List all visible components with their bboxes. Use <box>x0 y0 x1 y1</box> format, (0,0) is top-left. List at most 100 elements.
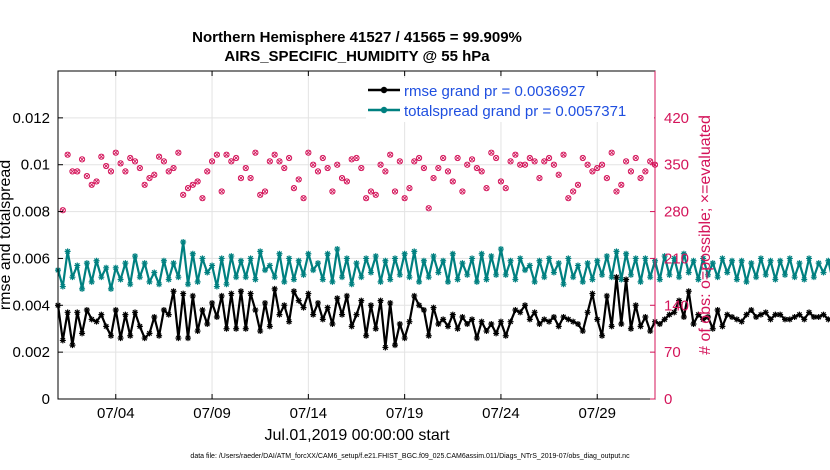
rmse-marker <box>565 316 572 323</box>
obs-possible-marker <box>589 168 596 175</box>
rmse-point <box>632 302 639 309</box>
totalspread-marker <box>329 278 336 285</box>
obs-possible-marker <box>276 158 283 165</box>
totalspread-point <box>623 250 630 257</box>
obs-point <box>285 154 293 162</box>
obs-evaluated-marker <box>185 185 191 191</box>
rmse-point <box>136 323 143 330</box>
rmse-marker <box>560 314 567 320</box>
obs-point <box>483 185 490 192</box>
totalspread-point <box>276 250 283 257</box>
rmse-marker <box>536 321 543 328</box>
totalspread-point <box>820 269 827 276</box>
rmse-marker <box>339 311 346 318</box>
rmse-point <box>286 318 293 325</box>
rmse-point <box>777 311 784 318</box>
obs-point <box>363 195 370 202</box>
totalspread-point <box>757 255 764 262</box>
totalspread-marker <box>213 283 220 290</box>
obs-point <box>233 154 240 162</box>
totalspread-point <box>319 276 326 283</box>
x-tick-label: 07/14 <box>290 405 328 422</box>
totalspread-marker <box>103 264 110 271</box>
totalspread-point <box>64 248 71 255</box>
totalspread-marker <box>719 255 726 262</box>
totalspread-point <box>704 271 711 278</box>
totalspread-point <box>88 278 95 285</box>
obs-possible-marker <box>541 158 548 165</box>
totalspread-point <box>358 274 365 281</box>
rmse-point <box>233 325 240 332</box>
rmse-point <box>252 306 259 313</box>
rmse-marker <box>175 335 182 342</box>
obs-evaluated-marker <box>243 165 249 171</box>
rmse-marker <box>493 330 500 337</box>
obs-evaluated-marker <box>209 158 215 164</box>
obs-point <box>184 185 192 192</box>
totalspread-point <box>546 255 553 262</box>
obs-point <box>627 168 635 175</box>
totalspread-point <box>392 255 399 262</box>
rmse-marker <box>151 314 158 320</box>
totalspread-marker <box>367 269 374 276</box>
rmse-point <box>300 304 307 311</box>
rmse-marker <box>247 290 254 297</box>
obs-point <box>512 151 519 158</box>
rmse-point <box>88 316 95 323</box>
obs-evaluated-marker <box>508 158 514 164</box>
rmse-marker <box>411 292 418 299</box>
totalspread-marker <box>300 271 307 278</box>
rmse-point <box>825 316 830 323</box>
totalspread-marker <box>791 274 798 281</box>
obs-point <box>555 171 562 178</box>
totalspread-marker <box>695 276 702 283</box>
obs-point <box>247 175 254 182</box>
totalspread-point <box>478 250 485 257</box>
totalspread-point <box>141 260 148 267</box>
obs-point <box>387 151 394 158</box>
rmse-marker <box>156 332 163 339</box>
rmse-marker <box>579 328 586 335</box>
rmse-point <box>382 344 389 351</box>
obs-possible-marker <box>319 154 326 162</box>
rmse-marker <box>420 306 427 313</box>
obs-evaluated-marker <box>127 155 133 161</box>
totalspread-marker <box>79 285 86 292</box>
totalspread-marker <box>493 271 500 278</box>
totalspread-point <box>213 283 220 290</box>
totalspread-marker <box>141 260 148 267</box>
totalspread-marker <box>170 260 177 267</box>
obs-point <box>146 175 153 182</box>
rmse-point <box>791 314 798 320</box>
rmse-point <box>560 314 567 320</box>
obs-evaluated-marker <box>142 182 148 188</box>
obs-point <box>261 188 269 195</box>
totalspread-marker <box>743 278 750 285</box>
rmse-marker <box>507 318 514 325</box>
obs-possible-marker <box>493 154 500 162</box>
rmse-point <box>743 311 750 318</box>
totalspread-point <box>367 269 374 276</box>
rmse-point <box>223 325 230 332</box>
totalspread-point <box>810 274 817 281</box>
obs-evaluated-marker <box>512 152 518 158</box>
totalspread-point <box>473 278 480 285</box>
obs-possible-marker <box>507 158 514 165</box>
totalspread-point <box>184 281 191 288</box>
totalspread-marker <box>314 260 321 267</box>
totalspread-point <box>242 274 249 281</box>
rmse-marker <box>401 335 408 342</box>
rmse-point <box>767 316 774 323</box>
rmse-point <box>536 321 543 328</box>
rmse-marker <box>93 318 100 325</box>
totalspread-marker <box>358 274 365 281</box>
obs-evaluated-marker <box>532 158 538 164</box>
obs-possible-marker <box>310 161 317 168</box>
obs-possible-marker <box>406 185 413 192</box>
rmse-point <box>392 342 399 349</box>
rmse-marker <box>136 323 143 330</box>
rmse-point <box>627 325 634 332</box>
totalspread-marker <box>382 257 389 264</box>
rmse-marker <box>286 318 293 325</box>
obs-point <box>218 188 225 195</box>
